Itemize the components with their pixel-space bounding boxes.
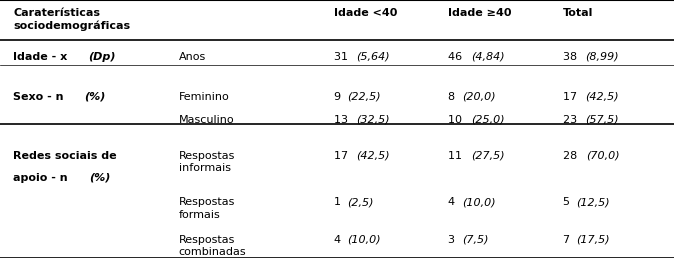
Text: (25,0): (25,0) (471, 115, 504, 125)
Text: 17: 17 (563, 92, 580, 102)
Text: Idade ≥40: Idade ≥40 (448, 8, 512, 18)
Text: Masculino: Masculino (179, 115, 235, 125)
Text: 8: 8 (448, 92, 459, 102)
Text: Idade <40: Idade <40 (334, 8, 397, 18)
Text: 46: 46 (448, 52, 466, 62)
Text: Redes sociais de: Redes sociais de (13, 151, 117, 161)
Text: Sexo - n: Sexo - n (13, 92, 68, 102)
Text: 7: 7 (563, 235, 574, 245)
Text: (8,99): (8,99) (586, 52, 619, 62)
Text: (20,0): (20,0) (462, 92, 495, 102)
Text: 17: 17 (334, 151, 351, 161)
Text: Respostas
formais: Respostas formais (179, 197, 235, 220)
Text: (%): (%) (89, 173, 111, 183)
Text: (27,5): (27,5) (471, 151, 504, 161)
Text: Anos: Anos (179, 52, 206, 62)
Text: Respostas
informais: Respostas informais (179, 151, 235, 173)
Text: Feminino: Feminino (179, 92, 229, 102)
Text: 10: 10 (448, 115, 466, 125)
Text: (Dp): (Dp) (88, 52, 116, 62)
Text: (2,5): (2,5) (347, 197, 373, 207)
Text: 38: 38 (563, 52, 580, 62)
Text: Caraterísticas
sociodemográficas: Caraterísticas sociodemográficas (13, 8, 131, 31)
Text: (17,5): (17,5) (576, 235, 610, 245)
Text: 13: 13 (334, 115, 351, 125)
Text: (%): (%) (84, 92, 105, 102)
Text: 5: 5 (563, 197, 574, 207)
Text: (5,64): (5,64) (357, 52, 390, 62)
Text: Total: Total (563, 8, 593, 18)
Text: 4: 4 (334, 235, 344, 245)
Text: (22,5): (22,5) (347, 92, 381, 102)
Text: 9: 9 (334, 92, 344, 102)
Text: (32,5): (32,5) (357, 115, 390, 125)
Text: (57,5): (57,5) (586, 115, 619, 125)
Text: (12,5): (12,5) (576, 197, 610, 207)
Text: (10,0): (10,0) (347, 235, 381, 245)
Text: (42,5): (42,5) (357, 151, 390, 161)
Text: 1: 1 (334, 197, 344, 207)
Text: 3: 3 (448, 235, 459, 245)
Text: 23: 23 (563, 115, 580, 125)
Text: (10,0): (10,0) (462, 197, 495, 207)
Text: Respostas
combinadas: Respostas combinadas (179, 235, 246, 257)
Text: 28: 28 (563, 151, 580, 161)
Text: 4: 4 (448, 197, 459, 207)
Text: 11: 11 (448, 151, 466, 161)
Text: (42,5): (42,5) (586, 92, 619, 102)
Text: (7,5): (7,5) (462, 235, 488, 245)
Text: apoio - n: apoio - n (13, 173, 72, 183)
Text: 31: 31 (334, 52, 351, 62)
Text: Idade - x: Idade - x (13, 52, 71, 62)
Text: (4,84): (4,84) (471, 52, 505, 62)
Text: (70,0): (70,0) (586, 151, 619, 161)
